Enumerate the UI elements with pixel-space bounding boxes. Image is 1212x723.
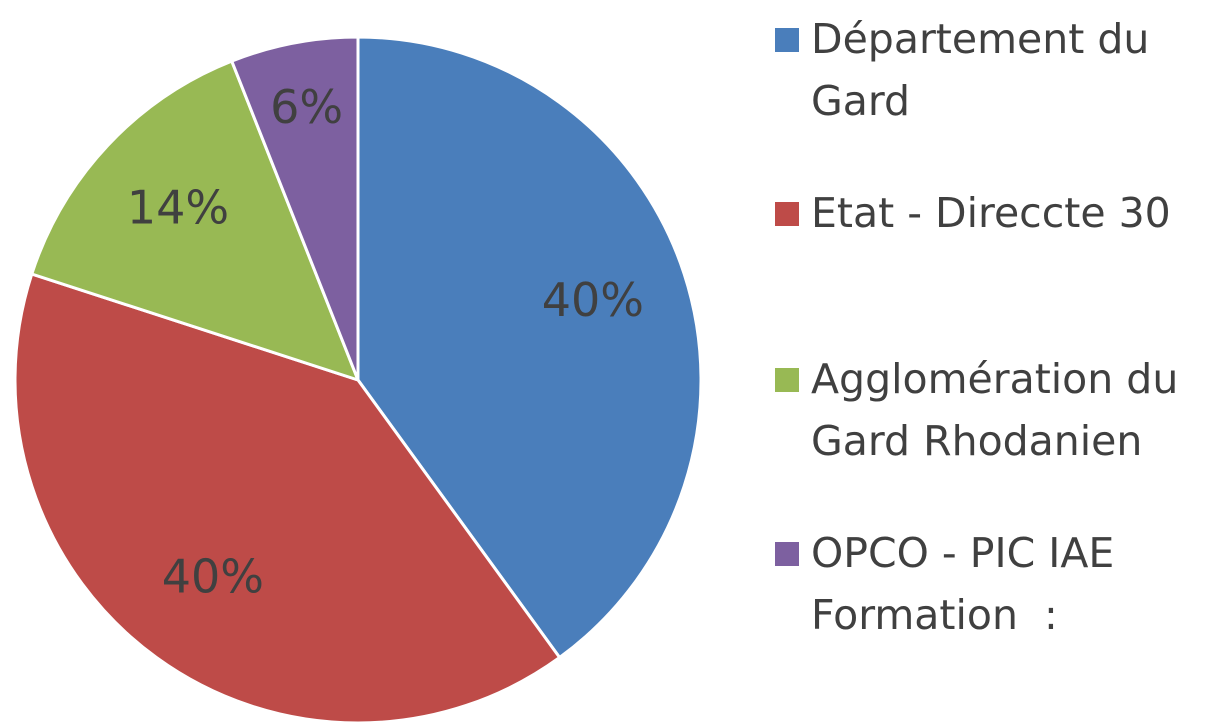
legend-swatch: [775, 28, 799, 52]
legend-item: Agglomération du Gard Rhodanien: [775, 348, 1205, 472]
chart: 40% 40% 14% 6%: [13, 35, 703, 723]
legend-swatch: [775, 368, 799, 392]
legend-swatch: [775, 542, 799, 566]
legend-item: Etat - Direccte 30: [775, 182, 1205, 244]
legend-item: Département du Gard: [775, 8, 1205, 132]
legend-item: OPCO - PIC IAE Formation :: [775, 522, 1205, 646]
pie-slice: [229, 35, 360, 381]
legend-label: Agglomération du Gard Rhodanien: [811, 355, 1192, 465]
pie-slice: [29, 59, 361, 383]
legend-label: Etat - Direccte 30: [811, 189, 1171, 237]
data-label: 6%: [270, 80, 343, 134]
pie-slice: [356, 35, 703, 660]
legend-label: Département du Gard: [811, 15, 1163, 125]
legend-label: OPCO - PIC IAE Formation :: [811, 529, 1128, 639]
data-label: 40%: [162, 549, 264, 603]
data-label: 40%: [542, 273, 644, 327]
pie-slice: [13, 272, 562, 723]
legend-swatch: [775, 202, 799, 226]
data-label: 14%: [127, 180, 229, 234]
